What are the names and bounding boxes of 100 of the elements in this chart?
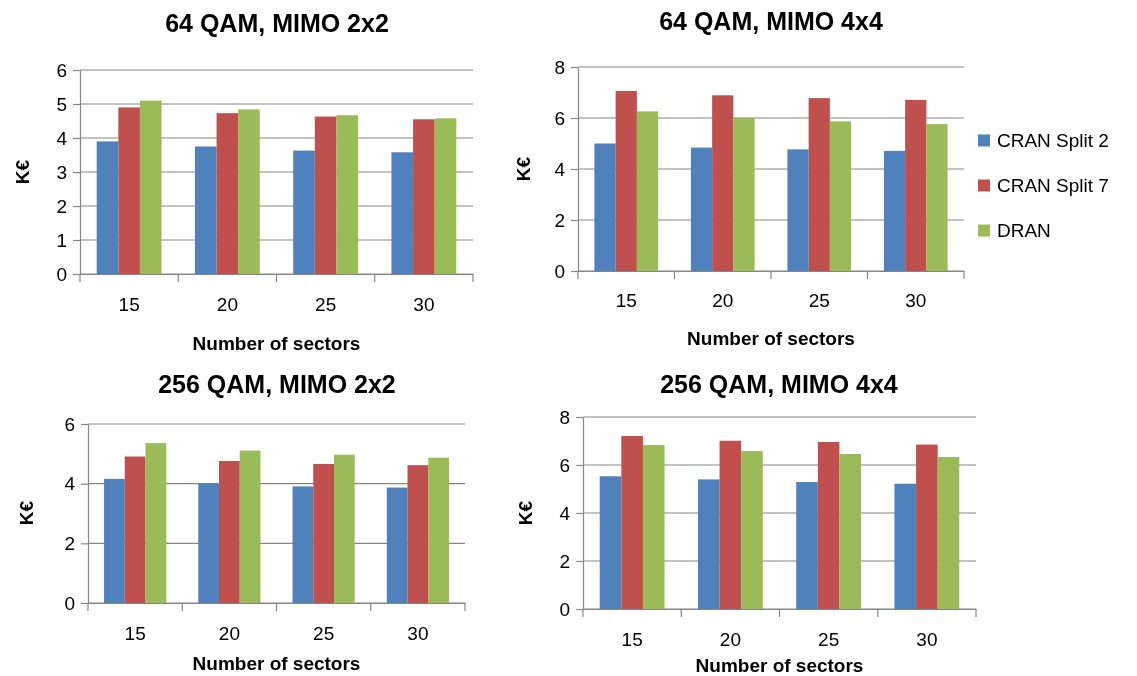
- chart-title: 256 QAM, MIMO 2x2: [158, 370, 396, 398]
- legend-label: CRAN Split 2: [997, 130, 1109, 152]
- y-tick-label: 2: [64, 532, 75, 554]
- x-axis-title: Number of sectors: [192, 653, 361, 674]
- y-tick-label: 0: [554, 260, 565, 282]
- bar: [894, 483, 917, 609]
- y-tick-label: 0: [64, 592, 75, 614]
- bar: [145, 443, 167, 603]
- bar: [594, 143, 616, 271]
- bar: [690, 147, 713, 271]
- bar: [194, 146, 217, 274]
- y-tick-label: 1: [56, 229, 67, 251]
- bar: [216, 113, 239, 274]
- y-tick-label: 4: [554, 158, 566, 180]
- bar: [238, 109, 260, 274]
- bar: [741, 451, 763, 609]
- bar: [808, 98, 830, 271]
- x-tick-label: 15: [124, 623, 146, 645]
- y-axis-title: K€: [11, 159, 33, 185]
- y-tick-label: 6: [559, 454, 570, 476]
- bar: [937, 457, 960, 609]
- chart-title: 256 QAM, MIMO 4x4: [660, 370, 898, 398]
- y-tick-label: 6: [64, 413, 75, 435]
- bar: [599, 476, 622, 609]
- bar: [636, 111, 659, 271]
- bar: [336, 115, 359, 274]
- y-tick-label: 0: [56, 263, 67, 285]
- bar: [719, 440, 742, 609]
- bar: [314, 116, 337, 274]
- chart-title: 64 QAM, MIMO 2x2: [165, 9, 389, 37]
- x-tick-label: 30: [905, 290, 927, 312]
- x-tick-label: 30: [413, 294, 435, 316]
- bar: [817, 441, 840, 609]
- y-tick-label: 2: [554, 209, 565, 231]
- legend-label: DRAN: [997, 220, 1051, 242]
- bar: [292, 486, 314, 603]
- legend-label: CRAN Split 7: [997, 175, 1109, 197]
- bar: [916, 444, 938, 609]
- bar: [219, 460, 240, 603]
- y-axis-title: K€: [15, 500, 37, 526]
- y-tick-label: 3: [56, 161, 67, 183]
- bar: [829, 121, 852, 271]
- y-axis-title: K€: [514, 500, 536, 526]
- bar: [96, 141, 119, 274]
- bar: [621, 435, 643, 609]
- y-axis-title: K€: [512, 156, 534, 182]
- bar: [124, 456, 146, 603]
- bar: [839, 453, 862, 609]
- bar: [293, 150, 315, 274]
- bar: [239, 450, 261, 603]
- x-tick-label: 20: [712, 290, 734, 312]
- x-tick-label: 15: [621, 629, 643, 651]
- bar: [139, 100, 162, 274]
- bar: [787, 149, 809, 271]
- bar: [434, 118, 457, 274]
- bar: [118, 107, 140, 274]
- bar: [391, 152, 414, 274]
- bar: [313, 463, 334, 603]
- bar: [104, 478, 125, 603]
- y-tick-label: 4: [56, 127, 68, 149]
- bar: [386, 487, 408, 603]
- x-tick-label: 30: [407, 623, 429, 645]
- bar: [428, 457, 449, 603]
- y-tick-label: 2: [559, 550, 570, 572]
- bar: [905, 99, 927, 271]
- y-tick-label: 6: [554, 107, 565, 129]
- bar: [733, 117, 755, 271]
- y-tick-label: 0: [559, 598, 570, 620]
- y-tick-label: 4: [559, 502, 571, 524]
- x-axis-title: Number of sectors: [192, 333, 361, 354]
- chart-title: 64 QAM, MIMO 4x4: [659, 7, 883, 35]
- bar: [333, 454, 355, 603]
- x-tick-label: 20: [719, 629, 741, 651]
- y-tick-label: 4: [64, 473, 76, 495]
- bar: [615, 90, 637, 271]
- x-tick-label: 20: [218, 623, 240, 645]
- y-tick-label: 6: [56, 59, 67, 81]
- bar: [413, 119, 435, 274]
- bar: [883, 150, 906, 271]
- x-tick-label: 25: [808, 290, 830, 312]
- x-tick-label: 20: [216, 294, 238, 316]
- bar: [697, 479, 720, 609]
- bar: [926, 124, 948, 271]
- x-tick-label: 25: [818, 629, 840, 651]
- x-tick-label: 30: [916, 629, 938, 651]
- x-axis-title: Number of sectors: [687, 328, 855, 349]
- y-tick-label: 5: [56, 93, 67, 115]
- bar: [198, 483, 220, 603]
- y-tick-label: 8: [559, 406, 570, 428]
- y-tick-label: 2: [56, 195, 67, 217]
- x-tick-label: 15: [615, 290, 637, 312]
- bar: [642, 445, 665, 609]
- x-axis-title: Number of sectors: [695, 655, 864, 676]
- x-tick-label: 15: [118, 294, 140, 316]
- bar: [407, 465, 429, 603]
- y-tick-label: 8: [554, 56, 565, 78]
- bar: [796, 482, 818, 609]
- x-tick-label: 25: [315, 294, 337, 316]
- x-tick-label: 25: [313, 623, 335, 645]
- bar: [712, 95, 734, 271]
